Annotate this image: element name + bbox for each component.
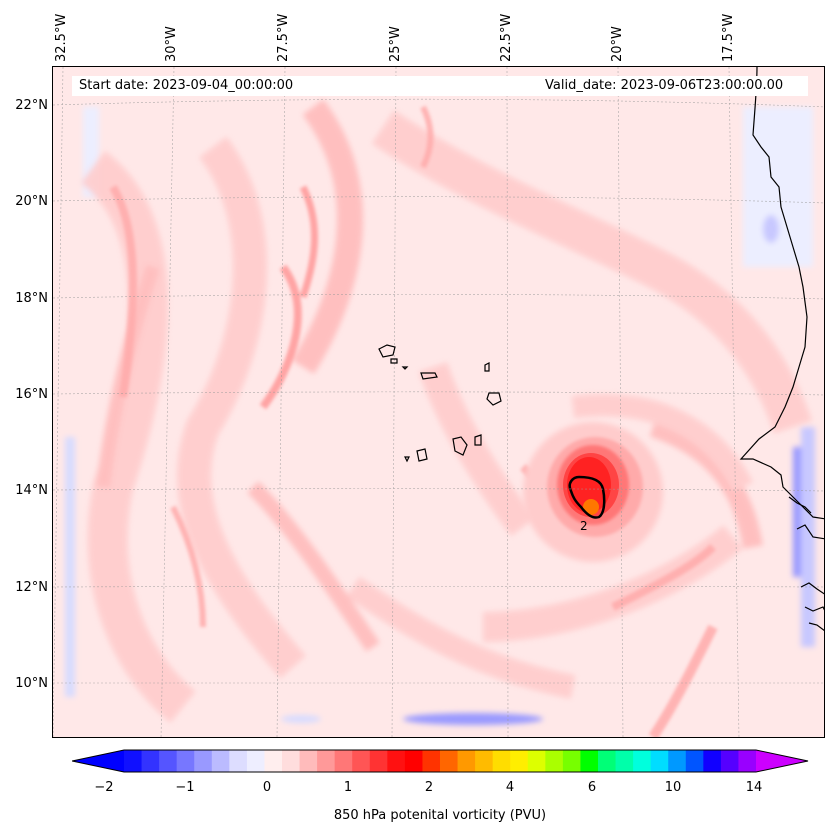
pv-contour-2 <box>568 475 606 519</box>
colorbar-cell <box>387 750 406 772</box>
lat-label-10n: 10°N <box>15 676 48 691</box>
colorbar-cell <box>457 750 476 772</box>
lat-label-20n: 20°N <box>15 194 48 209</box>
colorbar-outline <box>72 749 809 773</box>
pv-low-regions <box>65 107 815 725</box>
colorbar-cell <box>562 750 581 772</box>
colorbar-cell <box>299 750 318 772</box>
colorbar-cell <box>738 750 757 772</box>
colorbar-cell <box>334 750 353 772</box>
colorbar-tick-2: 2 <box>424 780 434 795</box>
colorbar-cell <box>668 750 687 772</box>
colorbar-tick-4: 4 <box>505 780 515 795</box>
lon-label-32-5w: 32.5°W <box>54 13 69 62</box>
colorbar-cell <box>194 750 213 772</box>
map-header-band <box>72 76 808 96</box>
contour-label-2: 2 <box>580 519 588 533</box>
colorbar-cell <box>176 750 195 772</box>
colorbar-tick-1: 1 <box>343 780 353 795</box>
colorbar-cell <box>229 750 248 772</box>
colorbar-cells <box>124 750 757 772</box>
colorbar-cell <box>615 750 634 772</box>
colorbar-cell <box>475 750 494 772</box>
colorbar-cell <box>720 750 739 772</box>
lon-label-25w: 25°W <box>388 26 403 62</box>
colorbar-cell <box>703 750 722 772</box>
lat-label-12n: 12°N <box>15 580 48 595</box>
colorbar-tick-neg1: −1 <box>175 780 195 795</box>
lon-label-22-5w: 22.5°W <box>499 13 514 62</box>
lon-label-30w: 30°W <box>164 26 179 62</box>
colorbar-cell <box>264 750 283 772</box>
colorbar-cell <box>598 750 617 772</box>
colorbar-tick-neg2: −2 <box>94 780 114 795</box>
colorbar-cell <box>492 750 511 772</box>
cape-verde-islands <box>378 344 502 463</box>
colorbar-cell <box>246 750 265 772</box>
colorbar-tick-14: 14 <box>745 780 763 795</box>
africa-coastline <box>739 67 824 631</box>
graticule <box>53 67 824 737</box>
colorbar-cell <box>422 750 441 772</box>
colorbar-title: 850 hPa potenital vorticity (PVU) <box>333 808 547 823</box>
lon-label-27-5w: 27.5°W <box>276 13 291 62</box>
cyclone-core <box>523 422 663 562</box>
lat-label-14n: 14°N <box>15 483 48 498</box>
colorbar-extend-low <box>72 750 124 772</box>
colorbar-tick-0: 0 <box>262 780 272 795</box>
colorbar-cell <box>580 750 599 772</box>
colorbar-cell <box>159 750 178 772</box>
colorbar-cell <box>211 750 230 772</box>
colorbar-cell <box>527 750 546 772</box>
lat-label-22n: 22°N <box>15 98 48 113</box>
colorbar-cell <box>404 750 423 772</box>
colorbar-cell <box>650 750 669 772</box>
colorbar-tick-10: 10 <box>664 780 682 795</box>
colorbar <box>72 749 809 773</box>
valid-date-text: Valid_date: 2023-09-06T23:00:00.00 <box>545 78 784 93</box>
colorbar-cell <box>633 750 652 772</box>
start-date-text: Start date: 2023-09-04_00:00:00 <box>79 78 294 93</box>
colorbar-cell <box>510 750 529 772</box>
lat-label-18n: 18°N <box>15 291 48 306</box>
colorbar-cell <box>352 750 371 772</box>
lon-label-20w: 20°W <box>610 26 625 62</box>
colorbar-cell <box>369 750 388 772</box>
colorbar-cell <box>124 750 143 772</box>
lon-label-17-5w: 17.5°W <box>721 13 736 62</box>
colorbar-cell <box>440 750 459 772</box>
colorbar-tick-6: 6 <box>587 780 597 795</box>
lat-label-16n: 16°N <box>15 387 48 402</box>
colorbar-cell <box>141 750 160 772</box>
map-panel <box>52 66 825 738</box>
colorbar-cell <box>545 750 564 772</box>
colorbar-cell <box>317 750 336 772</box>
pv-field-map <box>53 67 824 737</box>
colorbar-cell <box>685 750 704 772</box>
colorbar-extend-high <box>756 750 808 772</box>
colorbar-cell <box>282 750 301 772</box>
